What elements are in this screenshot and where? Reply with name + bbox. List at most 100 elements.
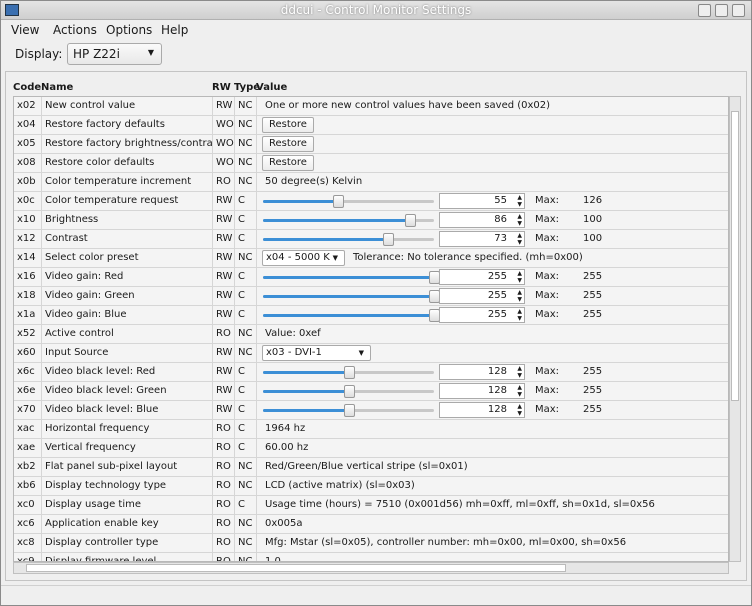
cell-code: xc6	[14, 515, 42, 534]
cell-type: C	[235, 211, 257, 230]
cell-name: Display firmware level	[42, 553, 213, 561]
menu-item[interactable]: Options	[106, 23, 153, 37]
max-value: 255	[583, 290, 603, 301]
table-row: xb6 Display technology type RO NC LCD (activ…	[14, 477, 728, 496]
cell-type: C	[235, 420, 257, 439]
table-row: x60 Input Source RW NC x03 - DVI-1 ▼	[14, 344, 728, 363]
cell-value: 86 ▲ ▼ Max: 100	[257, 211, 728, 230]
spin-arrows[interactable]: ▲ ▼	[517, 270, 522, 284]
spin-arrows[interactable]: ▲ ▼	[517, 213, 522, 227]
table-row: x14 Select color preset RW NC x04 - 5000 K ▼ T…	[14, 249, 728, 268]
slider-knob[interactable]	[343, 385, 355, 398]
menu-item[interactable]: Help	[161, 23, 189, 37]
menu-item[interactable]: Actions	[53, 23, 97, 37]
spin-arrows[interactable]: ▲ ▼	[517, 289, 522, 303]
slider[interactable]	[263, 290, 440, 303]
slider[interactable]	[263, 214, 434, 227]
combo-text: x03 - DVI-1	[266, 347, 322, 358]
spin-arrows[interactable]: ▲ ▼	[517, 308, 522, 322]
value-text: LCD (active matrix) (sl=0x03)	[265, 480, 415, 491]
spinbox[interactable]: 255 ▲ ▼	[439, 307, 525, 323]
spinbox[interactable]: 86 ▲ ▼	[439, 212, 525, 228]
window-title: ddcui - Control Monitor Settings	[280, 3, 472, 17]
spinbox[interactable]: 128 ▲ ▼	[439, 402, 525, 418]
table-row: x05 Restore factory brightness/contrast WO…	[14, 135, 728, 154]
maximize-button[interactable]	[715, 4, 728, 17]
minimize-button[interactable]	[698, 4, 711, 17]
cell-rw: RO	[213, 420, 235, 439]
vertical-scrollbar[interactable]	[729, 96, 741, 562]
slider[interactable]	[263, 309, 440, 322]
menu-item[interactable]: View	[11, 23, 40, 37]
spinbox[interactable]: 73 ▲ ▼	[439, 231, 525, 247]
cell-type: NC	[235, 344, 257, 363]
status-bar	[1, 585, 751, 605]
cell-rw: RO	[213, 173, 235, 192]
spinbox[interactable]: 128 ▲ ▼	[439, 364, 525, 380]
horizontal-scrollbar[interactable]	[13, 562, 729, 574]
value-combo[interactable]: x03 - DVI-1 ▼	[262, 345, 371, 361]
cell-value: 73 ▲ ▼ Max: 100	[257, 230, 728, 249]
scroll-thumb[interactable]	[26, 564, 566, 572]
table-row: x0c Color temperature request RW C 55 ▲ ▼ Max: 1…	[14, 192, 728, 211]
cell-type: C	[235, 382, 257, 401]
cell-code: xc8	[14, 534, 42, 553]
cell-code: x14	[14, 249, 42, 268]
spinbox[interactable]: 128 ▲ ▼	[439, 383, 525, 399]
cell-rw: WO	[213, 116, 235, 135]
cell-code: x1a	[14, 306, 42, 325]
value-text: One or more new control values have been…	[265, 100, 551, 111]
spin-value: 73	[494, 233, 507, 244]
scroll-thumb[interactable]	[731, 111, 739, 401]
slider-knob[interactable]	[332, 195, 344, 208]
cell-type: NC	[235, 477, 257, 496]
slider[interactable]	[263, 195, 434, 208]
display-label: Display:	[15, 47, 63, 61]
spinbox[interactable]: 55 ▲ ▼	[439, 193, 525, 209]
cell-code: xb2	[14, 458, 42, 477]
spin-arrows[interactable]: ▲ ▼	[517, 403, 522, 417]
cell-code: xc9	[14, 553, 42, 561]
app-icon	[5, 4, 19, 16]
cell-code: x6e	[14, 382, 42, 401]
table-body: x02 New control value RW NC One or more new …	[13, 96, 729, 562]
table-panel: Code Name RW Type Value x02 New control value…	[5, 71, 747, 581]
cell-value: x03 - DVI-1 ▼	[257, 344, 728, 363]
cell-type: NC	[235, 154, 257, 173]
cell-value: One or more new control values have been…	[257, 97, 728, 116]
spin-arrows[interactable]: ▲ ▼	[517, 232, 522, 246]
display-combo[interactable]: HP Z22i ▼	[67, 43, 162, 65]
cell-value: 255 ▲ ▼ Max: 255	[257, 306, 728, 325]
cell-rw: RW	[213, 382, 235, 401]
display-value: HP Z22i	[73, 47, 120, 61]
cell-code: x0c	[14, 192, 42, 211]
cell-code: x16	[14, 268, 42, 287]
spin-arrows[interactable]: ▲ ▼	[517, 194, 522, 208]
slider-knob[interactable]	[343, 366, 355, 379]
cell-name: Horizontal frequency	[42, 420, 213, 439]
slider-knob[interactable]	[405, 214, 417, 227]
spin-arrows[interactable]: ▲ ▼	[517, 384, 522, 398]
cell-name: Video black level: Red	[42, 363, 213, 382]
restore-button[interactable]: Restore	[262, 155, 314, 171]
cell-rw: RW	[213, 363, 235, 382]
slider-knob[interactable]	[343, 404, 355, 417]
slider[interactable]	[263, 404, 434, 417]
value-combo[interactable]: x04 - 5000 K ▼	[262, 250, 345, 266]
restore-button[interactable]: Restore	[262, 136, 314, 152]
spinbox[interactable]: 255 ▲ ▼	[439, 288, 525, 304]
slider[interactable]	[263, 385, 434, 398]
cell-code: xae	[14, 439, 42, 458]
spin-arrows[interactable]: ▲ ▼	[517, 365, 522, 379]
spinbox[interactable]: 255 ▲ ▼	[439, 269, 525, 285]
table-row: x52 Active control RO NC Value: 0xef	[14, 325, 728, 344]
slider[interactable]	[263, 233, 434, 246]
restore-button[interactable]: Restore	[262, 117, 314, 133]
slider[interactable]	[263, 271, 440, 284]
cell-value: LCD (active matrix) (sl=0x03)	[257, 477, 728, 496]
table-row: xb2 Flat panel sub-pixel layout RO NC Red/Gr…	[14, 458, 728, 477]
close-button[interactable]	[732, 4, 745, 17]
slider-knob[interactable]	[382, 233, 394, 246]
slider[interactable]	[263, 366, 434, 379]
max-value: 255	[583, 404, 603, 415]
